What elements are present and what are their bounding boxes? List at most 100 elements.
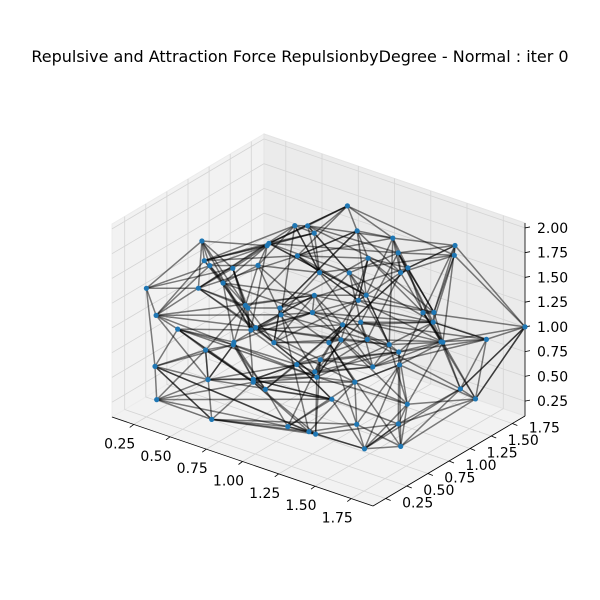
y-tick-label: 0.25 [402,496,433,512]
graph-node [195,285,201,291]
graph-edge [313,294,344,326]
graph-node [278,312,284,318]
graph-edge [367,257,424,314]
graph-edge [474,326,526,400]
graph-node [250,376,256,382]
x-grid-line [351,215,504,499]
graph-edge [346,205,394,239]
graph-edge [268,242,350,274]
y-tick-mark [385,498,391,501]
graph-node [317,357,323,363]
graph-edge [155,224,296,317]
graph-edge [297,237,393,257]
graph-node [358,319,364,325]
graph-nodes [143,203,528,452]
graph-edge [156,381,254,401]
graph-edge [400,398,476,448]
graph-edge [363,364,401,450]
graph-node [199,238,205,244]
x-tick-label: 0.50 [140,449,171,465]
graph-node [398,270,404,276]
graph-node [438,339,444,345]
graph-node [395,250,401,256]
graph-edge [314,321,362,373]
graph-edge [154,365,213,420]
graph-edge [316,339,342,378]
graph-edge [155,314,209,381]
graph-edge [273,341,356,383]
graph-node [457,386,463,392]
graph-node [365,255,371,261]
graph-edge [145,288,157,316]
graph-edge [388,344,409,405]
graph-node [398,443,404,449]
graph-edge [367,257,435,313]
z-grid-line [111,163,526,255]
graph-node [230,342,236,348]
graph-edge [440,326,526,343]
graph-node [175,326,181,332]
graph-edge [296,363,333,400]
graph-edge [364,423,399,450]
graph-node [431,309,437,315]
graph-node [311,230,317,236]
graph-node [364,336,370,342]
graph-edge [366,338,461,390]
graph-node [396,362,403,368]
graph-edge [201,240,234,269]
graph-edge [320,351,399,361]
graph-edge [297,255,369,259]
graph-edge [233,344,298,366]
graph-edge [398,321,434,353]
graph-node [355,297,361,303]
tick-labels: 0.250.500.751.001.251.501.750.250.500.75… [104,221,568,527]
graph-edge [204,232,315,262]
graph-edge [356,230,369,259]
graph-node [522,324,528,330]
graph-node [420,310,426,316]
graph-node [143,285,149,291]
graph-edge [156,314,282,317]
graph-edge [356,364,401,425]
graph-node [354,421,360,427]
graph-node [317,270,323,276]
y-tick-label: 1.50 [508,433,539,449]
graph-edge [296,255,359,301]
graph-edge [257,264,313,314]
graph-edge [177,328,318,378]
graph-edge [154,328,179,367]
graph-edge [399,404,409,447]
graph-edge [422,312,477,400]
graph-edge [155,265,211,316]
graph-node [306,429,312,435]
graph-edge [364,445,401,450]
graph-edge [398,244,456,254]
z-tick-label: 0.25 [537,394,568,410]
graph-node [264,243,270,249]
graph-edge [201,240,252,331]
graph-edge [145,288,156,367]
graph-edge [389,341,443,346]
graph-node [253,325,259,331]
graph-edge [400,388,461,447]
graph-edge [205,349,254,383]
graph-edge [209,265,246,306]
graph-edge [155,314,179,330]
graph-node [483,336,489,342]
x-tick-mark [347,498,352,502]
graph-edge [360,321,487,341]
graph-edge [359,322,374,368]
graph-edge [250,329,298,366]
graph-edge [314,341,442,373]
graph-node [305,223,311,229]
graph-edge [154,349,206,368]
graph-edge [432,321,487,341]
graph-edge [406,341,444,405]
x-tick-mark [202,448,207,453]
graph-edge [459,326,526,390]
graph-node [312,369,318,375]
graph-edge [205,344,234,351]
graph-node [363,292,369,298]
graph-edge [156,378,209,401]
graph-edge [442,341,462,390]
